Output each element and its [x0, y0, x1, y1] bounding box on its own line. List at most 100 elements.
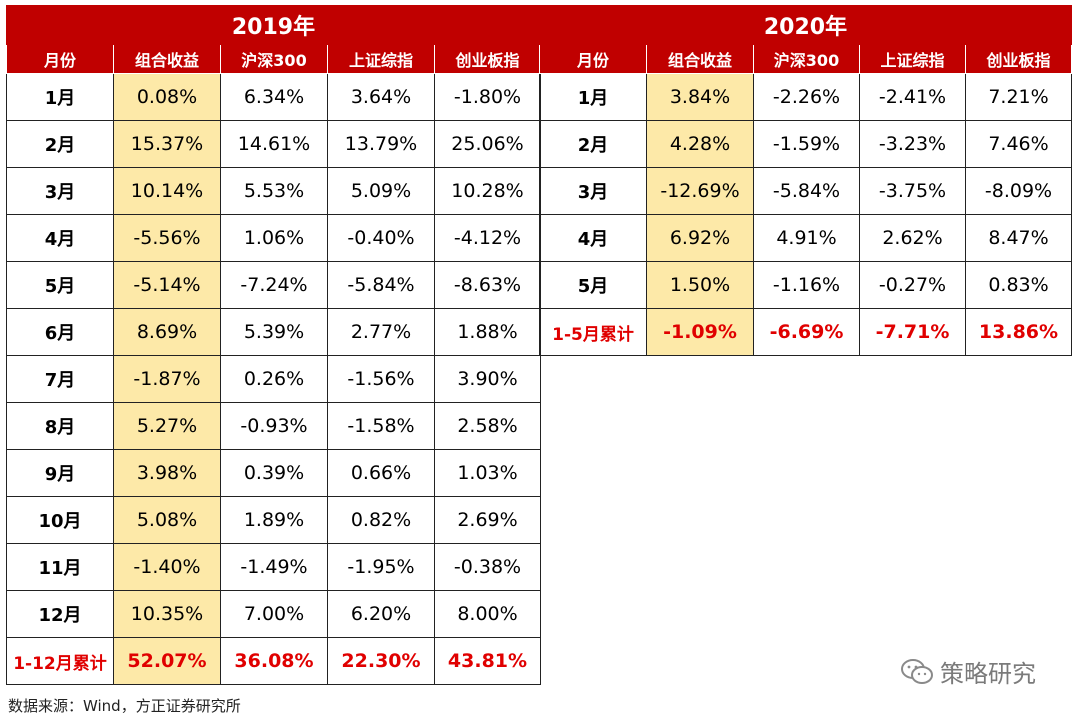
index-return-cell: 13.79%	[327, 120, 435, 168]
month-cell: 11月	[6, 543, 114, 591]
index-return-cell: -3.23%	[859, 120, 966, 168]
portfolio-return-cell: -1.87%	[113, 355, 221, 403]
index-return-cell: 0.83%	[965, 261, 1072, 309]
watermark: 策略研究	[900, 654, 1036, 689]
index-return-cell: 0.82%	[327, 496, 435, 544]
total-label: 1-5月累计	[539, 308, 647, 356]
index-return-cell: -1.56%	[327, 355, 435, 403]
year-title-2019: 2019年	[6, 5, 541, 45]
index-return-cell: 0.66%	[327, 449, 435, 497]
year-title-2020: 2020年	[539, 5, 1072, 45]
column-header: 月份	[539, 44, 647, 74]
month-cell: 1月	[6, 73, 114, 121]
total-value: 36.08%	[220, 637, 328, 685]
table-row: 3月 10.14% 5.53% 5.09% 10.28%	[6, 167, 541, 215]
index-return-cell: 6.20%	[327, 590, 435, 638]
index-return-cell: -7.24%	[220, 261, 328, 309]
month-cell: 9月	[6, 449, 114, 497]
index-return-cell: -1.58%	[327, 402, 435, 450]
table-row: 3月 -12.69% -5.84% -3.75% -8.09%	[539, 167, 1072, 215]
table-row: 10月 5.08% 1.89% 0.82% 2.69%	[6, 496, 541, 544]
watermark-text: 策略研究	[940, 660, 1036, 688]
month-cell: 4月	[6, 214, 114, 262]
column-header: 组合收益	[646, 44, 754, 74]
portfolio-return-cell: -12.69%	[646, 167, 754, 215]
index-return-cell: 3.64%	[327, 73, 435, 121]
total-value: 13.86%	[965, 308, 1072, 356]
index-return-cell: 5.09%	[327, 167, 435, 215]
index-return-cell: 0.26%	[220, 355, 328, 403]
index-return-cell: -1.49%	[220, 543, 328, 591]
portfolio-return-cell: 5.27%	[113, 402, 221, 450]
index-return-cell: 2.58%	[434, 402, 541, 450]
portfolio-return-cell: -1.40%	[113, 543, 221, 591]
table-row: 2月 15.37% 14.61% 13.79% 25.06%	[6, 120, 541, 168]
portfolio-return-cell: -5.14%	[113, 261, 221, 309]
table-body-2020: 1月 3.84% -2.26% -2.41% 7.21% 2月 4.28% -1.59% -3.…	[539, 73, 1072, 356]
table-2019: 2019年 月份 组合收益 沪深300 上证综指 创业板指 1月 0.08% 6.3…	[6, 5, 541, 685]
index-return-cell: 1.89%	[220, 496, 328, 544]
column-header: 创业板指	[965, 44, 1072, 74]
table-row: 1月 3.84% -2.26% -2.41% 7.21%	[539, 73, 1072, 121]
total-row: 1-12月累计 52.07% 36.08% 22.30% 43.81%	[6, 637, 541, 685]
portfolio-return-cell: 10.14%	[113, 167, 221, 215]
index-return-cell: 5.53%	[220, 167, 328, 215]
index-return-cell: -1.95%	[327, 543, 435, 591]
table-row: 6月 8.69% 5.39% 2.77% 1.88%	[6, 308, 541, 356]
month-cell: 4月	[539, 214, 647, 262]
index-return-cell: 7.00%	[220, 590, 328, 638]
header-row-2019: 月份 组合收益 沪深300 上证综指 创业板指	[6, 44, 541, 74]
index-return-cell: 8.00%	[434, 590, 541, 638]
index-return-cell: -1.59%	[753, 120, 860, 168]
table-row: 5月 -5.14% -7.24% -5.84% -8.63%	[6, 261, 541, 309]
column-header: 沪深300	[753, 44, 860, 74]
column-header: 组合收益	[113, 44, 221, 74]
index-return-cell: 1.88%	[434, 308, 541, 356]
index-return-cell: 2.62%	[859, 214, 966, 262]
portfolio-return-cell: 3.84%	[646, 73, 754, 121]
portfolio-return-cell: 1.50%	[646, 261, 754, 309]
index-return-cell: 1.06%	[220, 214, 328, 262]
column-header: 创业板指	[434, 44, 541, 74]
total-value: -6.69%	[753, 308, 860, 356]
total-label: 1-12月累计	[6, 637, 114, 685]
index-return-cell: -0.40%	[327, 214, 435, 262]
table-row: 8月 5.27% -0.93% -1.58% 2.58%	[6, 402, 541, 450]
index-return-cell: -5.84%	[327, 261, 435, 309]
month-cell: 2月	[539, 120, 647, 168]
table-row: 2月 4.28% -1.59% -3.23% 7.46%	[539, 120, 1072, 168]
index-return-cell: 10.28%	[434, 167, 541, 215]
portfolio-return-cell: 15.37%	[113, 120, 221, 168]
column-header: 沪深300	[220, 44, 328, 74]
total-value: -1.09%	[646, 308, 754, 356]
month-cell: 3月	[539, 167, 647, 215]
portfolio-return-cell: 0.08%	[113, 73, 221, 121]
month-cell: 10月	[6, 496, 114, 544]
index-return-cell: 0.39%	[220, 449, 328, 497]
index-return-cell: 7.21%	[965, 73, 1072, 121]
table-row: 9月 3.98% 0.39% 0.66% 1.03%	[6, 449, 541, 497]
index-return-cell: -2.41%	[859, 73, 966, 121]
index-return-cell: 25.06%	[434, 120, 541, 168]
portfolio-return-cell: 8.69%	[113, 308, 221, 356]
index-return-cell: 2.77%	[327, 308, 435, 356]
portfolio-return-cell: 3.98%	[113, 449, 221, 497]
month-cell: 7月	[6, 355, 114, 403]
index-return-cell: -2.26%	[753, 73, 860, 121]
month-cell: 6月	[6, 308, 114, 356]
index-return-cell: -1.16%	[753, 261, 860, 309]
month-cell: 1月	[539, 73, 647, 121]
column-header: 月份	[6, 44, 114, 74]
index-return-cell: -3.75%	[859, 167, 966, 215]
column-header: 上证综指	[859, 44, 966, 74]
total-value: 52.07%	[113, 637, 221, 685]
data-source-note: 数据来源：Wind，方正证券研究所	[8, 697, 241, 715]
month-cell: 2月	[6, 120, 114, 168]
index-return-cell: 14.61%	[220, 120, 328, 168]
table-2020: 2020年 月份 组合收益 沪深300 上证综指 创业板指 1月 3.84% -2.…	[539, 5, 1072, 356]
index-return-cell: 1.03%	[434, 449, 541, 497]
table-row: 7月 -1.87% 0.26% -1.56% 3.90%	[6, 355, 541, 403]
wechat-icon	[900, 658, 934, 686]
index-return-cell: 3.90%	[434, 355, 541, 403]
table-row: 4月 6.92% 4.91% 2.62% 8.47%	[539, 214, 1072, 262]
